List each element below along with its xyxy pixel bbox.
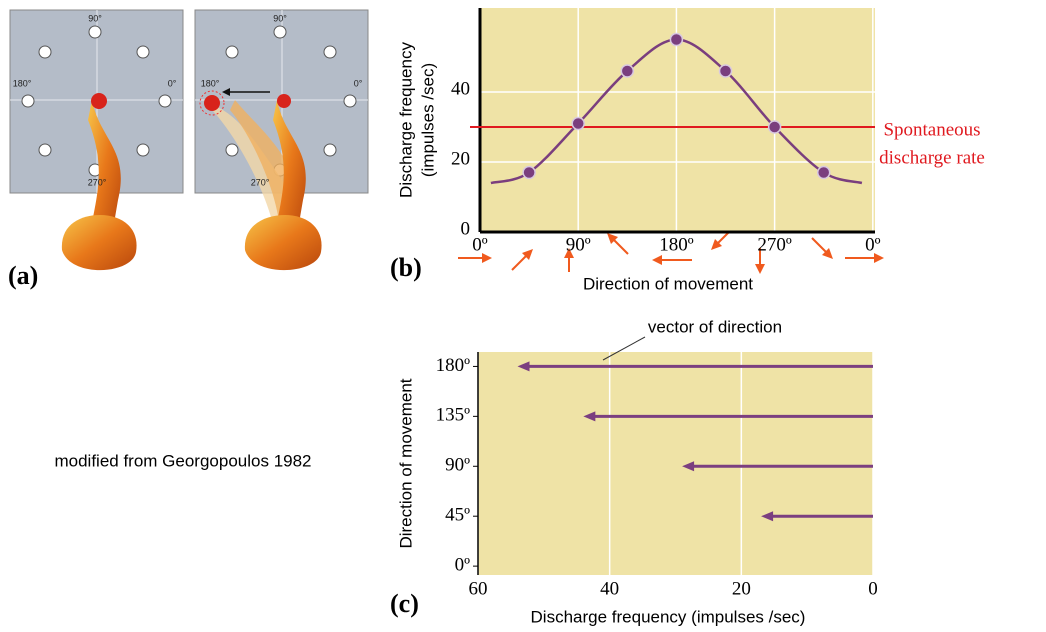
x-tick-label: 0º	[865, 234, 881, 255]
figure: 90° 180° 0° 270° 90° 180° 0° 270° (a) mo…	[0, 0, 1046, 632]
y-tick-label: 45º	[445, 505, 470, 526]
plot-area	[478, 352, 873, 575]
board-right: 90° 180° 0° 270°	[195, 10, 368, 270]
direction-label: 180°	[201, 78, 220, 88]
y-tick-label: 40	[451, 78, 470, 99]
y-tick-label: 180º	[436, 355, 471, 376]
data-point	[572, 118, 584, 130]
panel-label: (a)	[8, 261, 38, 290]
y-tick-label: 0º	[455, 554, 471, 575]
data-point	[523, 167, 535, 179]
data-point	[720, 65, 732, 77]
direction-label: 270°	[251, 177, 270, 187]
x-tick-label: 90º	[566, 234, 591, 255]
x-tick-label: 20	[732, 578, 751, 599]
y-axis-label: Direction of movement	[396, 378, 415, 548]
reference-label: Spontaneous	[883, 119, 980, 140]
data-point	[621, 65, 633, 77]
direction-label: 90°	[88, 13, 102, 23]
data-point	[769, 121, 781, 133]
x-axis-label: Discharge frequency (impulses /sec)	[531, 607, 806, 626]
panel-label: (b)	[390, 253, 422, 282]
y-axis-label: Discharge frequency	[396, 42, 415, 198]
y-tick-label: 135º	[436, 405, 471, 426]
direction-label: 90°	[273, 13, 287, 23]
x-tick-label: 0º	[472, 234, 488, 255]
direction-label: 0°	[354, 78, 363, 88]
data-point	[818, 167, 830, 179]
x-tick-label: 60	[469, 578, 488, 599]
y-tick-label: 90º	[445, 455, 470, 476]
data-point	[670, 34, 682, 46]
x-axis-label: Direction of movement	[583, 274, 753, 293]
x-tick-label: 180º	[659, 234, 694, 255]
reference-label: discharge rate	[879, 147, 985, 168]
direction-label: 0°	[168, 78, 177, 88]
direction-label: 270°	[88, 177, 107, 187]
panel-label: (c)	[390, 589, 419, 618]
x-tick-label: 270º	[757, 234, 792, 255]
x-tick-label: 0	[868, 578, 878, 599]
direction-label: 180°	[13, 78, 32, 88]
caption: modified from Georgopoulos 1982	[54, 451, 311, 470]
y-axis-label: (impulses /sec)	[418, 63, 437, 177]
y-tick-label: 20	[451, 148, 470, 169]
x-tick-label: 40	[600, 578, 619, 599]
y-tick-label: 0	[461, 218, 471, 239]
board-left: 90° 180° 0° 270°	[10, 10, 183, 270]
annotation: vector of direction	[648, 317, 782, 336]
